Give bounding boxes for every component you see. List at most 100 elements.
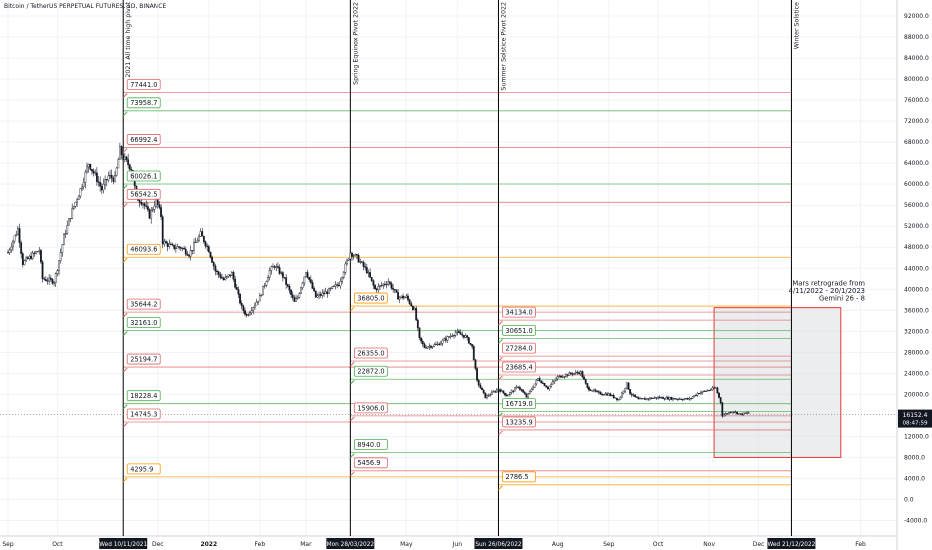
candle <box>459 329 462 335</box>
pivot-level-value: 32161.0 <box>130 319 157 327</box>
pivot-level-label[interactable]: 4295.9 <box>122 463 161 483</box>
pivot-level-label[interactable]: 73958.7 <box>122 97 161 117</box>
pivot-level-label[interactable]: 25194.7 <box>122 353 161 373</box>
candle <box>476 367 478 383</box>
pivot-level-label[interactable]: 16719.0 <box>498 398 536 417</box>
candle <box>193 238 195 254</box>
candle <box>413 306 416 311</box>
candle <box>51 278 54 285</box>
candle <box>31 250 34 260</box>
candle <box>146 202 149 212</box>
pivot-level-label[interactable]: 36805.0 <box>349 292 388 312</box>
candle <box>632 393 635 397</box>
time-axis[interactable]: Sep Oct Dec 2022 Feb Mar May Jun Aug Sep Oct Nov Dec… <box>0 535 897 548</box>
candle <box>281 271 284 282</box>
price-tick-label: 20000.0 <box>904 391 929 398</box>
mars-retrograde-box[interactable] <box>713 307 842 458</box>
candle <box>198 234 200 243</box>
pivot-level-label[interactable]: 35644.2 <box>122 298 161 318</box>
candle <box>239 293 241 305</box>
pivot-level-label[interactable]: 5456.9 <box>349 457 388 477</box>
time-tick-label: Oct <box>653 541 664 548</box>
candle <box>553 379 556 385</box>
pivot-level-label[interactable]: 66992.4 <box>122 134 161 153</box>
candle <box>523 390 526 395</box>
pivot-level-label[interactable]: 27284.0 <box>498 342 536 362</box>
candle <box>463 335 465 340</box>
candle <box>472 344 475 361</box>
candle <box>230 270 233 277</box>
candle <box>543 382 546 387</box>
pivot-level-value: 4295.9 <box>130 465 153 473</box>
pivot-level-label[interactable]: 18228.4 <box>122 390 161 410</box>
time-tick-label: Jun <box>452 541 463 548</box>
pivot-level-label[interactable]: 46093.6 <box>122 243 161 263</box>
price-tick-label: 52000.0 <box>904 223 929 230</box>
candle <box>658 395 661 399</box>
pivot-level-label[interactable]: 77441.0 <box>122 79 161 98</box>
pivot-level-value: 13235.9 <box>505 418 532 426</box>
candle <box>578 370 581 375</box>
pivot-date-label: Wed 10/11/2021 <box>99 538 147 549</box>
candle <box>563 375 566 379</box>
annotation-text-line: Mars retrograde from <box>792 280 865 288</box>
current-price-value: 16152.4 <box>903 412 928 419</box>
candle <box>349 251 352 262</box>
candle <box>102 178 105 194</box>
candle <box>201 227 204 237</box>
price-tick-label: 12000.0 <box>904 433 929 440</box>
pivot-level-label[interactable]: 30651.0 <box>498 325 536 344</box>
pivot-level-value: 2786.5 <box>505 473 528 481</box>
candle <box>616 397 618 402</box>
pivot-level-label[interactable]: 26355.0 <box>349 347 388 367</box>
candle <box>645 398 648 401</box>
candle <box>606 392 608 396</box>
candle <box>140 199 143 206</box>
candle <box>494 390 497 394</box>
pivot-level-label[interactable]: 34134.0 <box>498 306 536 326</box>
candle <box>444 335 447 344</box>
candle <box>599 390 602 395</box>
pivot-level-label[interactable]: 32161.0 <box>122 317 161 336</box>
price-tick-label: 72000.0 <box>904 118 929 125</box>
candle <box>183 245 186 250</box>
annotation-text-line: Gemini 26 - 8 <box>819 295 865 303</box>
pivot-level-label[interactable]: 13235.9 <box>498 416 536 436</box>
candle <box>509 391 511 397</box>
candle <box>514 386 516 392</box>
candle <box>21 251 24 268</box>
candle <box>280 271 283 276</box>
pivot-level-label[interactable]: 23685.4 <box>498 361 536 381</box>
candle <box>173 244 176 251</box>
pivot-level-label[interactable]: 14745.3 <box>122 408 161 428</box>
candle <box>160 204 162 220</box>
pivot-level-label[interactable]: 15906.0 <box>349 402 388 422</box>
candle <box>400 295 403 299</box>
pivot-level-value: 15906.0 <box>357 404 384 412</box>
candle <box>528 390 531 395</box>
time-tick-label: Aug <box>552 541 564 548</box>
candle <box>385 280 388 289</box>
candle <box>729 411 732 414</box>
candle <box>619 396 622 401</box>
pivot-level-label[interactable]: 60026.1 <box>122 170 161 190</box>
candle <box>688 396 691 401</box>
pivot-level-value: 30651.0 <box>505 327 532 335</box>
price-axis[interactable]: 92000.0 88000.0 84000.0 80000.0 76000.0 72000… <box>896 0 929 550</box>
pivot-date-text: Mon 28/03/2022 <box>327 542 375 548</box>
pivot-level-label[interactable]: 8940.0 <box>349 439 388 458</box>
candle <box>365 264 368 275</box>
pivot-level-value: 18228.4 <box>130 392 157 400</box>
pivot-level-label[interactable]: 56542.5 <box>122 188 161 208</box>
pivot-level-label[interactable]: 22872.0 <box>349 365 388 385</box>
candle <box>512 389 515 394</box>
candle <box>425 344 427 349</box>
candle <box>306 269 309 279</box>
candle <box>321 289 324 299</box>
candle <box>446 335 449 343</box>
pivot-level-label[interactable]: 2786.5 <box>498 471 536 491</box>
candle <box>86 162 88 174</box>
candle <box>342 271 345 280</box>
